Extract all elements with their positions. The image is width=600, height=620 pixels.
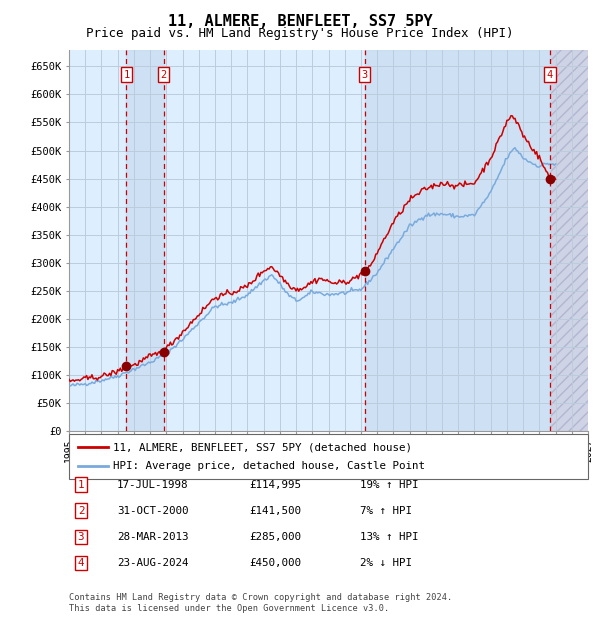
Text: £114,995: £114,995 [249, 480, 301, 490]
Text: 2: 2 [161, 70, 167, 80]
Text: 28-MAR-2013: 28-MAR-2013 [117, 532, 188, 542]
Text: 4: 4 [547, 70, 553, 80]
Bar [550, 50, 596, 431]
Text: Price paid vs. HM Land Registry's House Price Index (HPI): Price paid vs. HM Land Registry's House … [86, 27, 514, 40]
Text: 11, ALMERE, BENFLEET, SS7 5PY: 11, ALMERE, BENFLEET, SS7 5PY [167, 14, 433, 29]
Text: £141,500: £141,500 [249, 506, 301, 516]
Text: 2: 2 [78, 506, 84, 516]
Text: Contains HM Land Registry data © Crown copyright and database right 2024.
This d: Contains HM Land Registry data © Crown c… [69, 593, 452, 613]
Bar [365, 50, 550, 431]
Text: £450,000: £450,000 [249, 558, 301, 568]
Text: 7% ↑ HPI: 7% ↑ HPI [360, 506, 412, 516]
Text: 1: 1 [123, 70, 130, 80]
Text: 2% ↓ HPI: 2% ↓ HPI [360, 558, 412, 568]
Text: HPI: Average price, detached house, Castle Point: HPI: Average price, detached house, Cast… [113, 461, 425, 471]
Text: 17-JUL-1998: 17-JUL-1998 [117, 480, 188, 490]
Text: 31-OCT-2000: 31-OCT-2000 [117, 506, 188, 516]
Text: 3: 3 [78, 532, 84, 542]
Text: 23-AUG-2024: 23-AUG-2024 [117, 558, 188, 568]
Bar [550, 50, 596, 431]
Text: 4: 4 [78, 558, 84, 568]
Text: 3: 3 [362, 70, 368, 80]
Text: 13% ↑ HPI: 13% ↑ HPI [360, 532, 419, 542]
Bar [127, 50, 164, 431]
Text: 11, ALMERE, BENFLEET, SS7 5PY (detached house): 11, ALMERE, BENFLEET, SS7 5PY (detached … [113, 443, 412, 453]
Text: 19% ↑ HPI: 19% ↑ HPI [360, 480, 419, 490]
Text: 1: 1 [78, 480, 84, 490]
Text: £285,000: £285,000 [249, 532, 301, 542]
